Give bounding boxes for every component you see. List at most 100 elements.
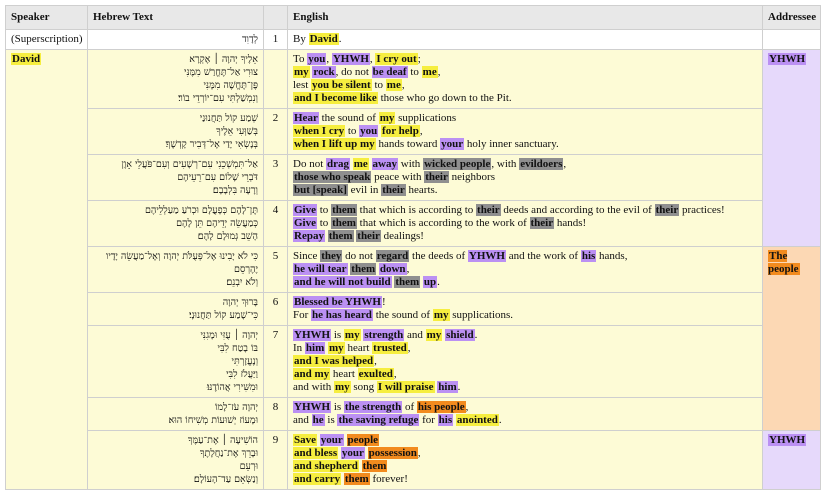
highlighted-text: and my (293, 368, 331, 380)
text: song (350, 381, 377, 393)
text: , (401, 79, 405, 91)
text: and with (293, 381, 334, 393)
highlighted-text: people (346, 434, 380, 446)
text: dealings! (380, 230, 424, 242)
english-line: and he will not build them up. (293, 276, 757, 289)
text: . (338, 33, 342, 45)
addressee-cell: YHWH (762, 49, 821, 247)
verse-number: 6 (263, 292, 288, 326)
highlighted-text: Give (293, 204, 317, 216)
english-line: Since they do not regard the deeds of YH… (293, 250, 757, 263)
text: hearts. (405, 184, 438, 196)
hebrew-cell: אַל־תִּמְשְׁכֵנִי עִם־רְשָׁעִים וְעִם־פֹ… (87, 154, 264, 201)
verse-number: 2 (263, 108, 288, 155)
highlighted-text: your (319, 434, 344, 446)
highlighted-text: regard (375, 250, 410, 262)
english-line: and I was helped, (293, 355, 757, 368)
addressee: YHWH (768, 53, 807, 65)
english-line: he will tear them down, (293, 263, 757, 276)
highlighted-text: away (371, 158, 398, 170)
highlighted-text: when I cry (293, 125, 346, 137)
highlighted-text: anointed (455, 414, 499, 426)
hebrew-line: הוֹשִׁיעָה ׀ אֶת־עַמֶּךָ (187, 435, 258, 446)
column-header: Speaker (5, 5, 88, 30)
english-line: when I cry to you for help, (293, 125, 757, 138)
text: , (369, 53, 376, 65)
text: By (293, 33, 309, 45)
highlighted-text: those who speak (293, 171, 372, 183)
speaker: (Superscription) (11, 33, 83, 45)
column-header: Hebrew Text (87, 5, 264, 30)
highlighted-text: your (340, 447, 365, 459)
highlighted-text: Blessed be YHWH (293, 296, 382, 308)
highlighted-text: YHWH (467, 250, 506, 262)
text: , (437, 66, 441, 78)
english-cell: YHWH is the strength of his people, and h… (287, 397, 763, 431)
hebrew-cell: תֶּן־לָהֶם כְּפָעֳלָם וּכְרֹעַ מַעַלְלֵי… (87, 200, 264, 247)
text: . (457, 381, 461, 393)
hebrew-line: וּמָעוֹז יְשׁוּעוֹת מְשִׁיחוֹ הוּא׃ (168, 415, 258, 426)
hebrew-line: וּרְעֵם (239, 461, 258, 472)
text: holy inner sanctuary. (464, 138, 559, 150)
addressee: The people (768, 250, 800, 275)
hebrew-line: וּבָרֵךְ אֶת־נַחֲלָתֶךָ (199, 448, 258, 459)
text: is (331, 329, 344, 341)
text: and (293, 414, 312, 426)
english-cell: Save your people and bless your possessio… (287, 430, 763, 490)
text: to (407, 66, 422, 78)
english-line: YHWH is the strength of his people, (293, 401, 757, 414)
verse-number: 7 (263, 325, 288, 398)
highlighted-text: rock (312, 66, 336, 78)
hebrew-line: וְלֹא יִבְנֵם׃ (226, 277, 258, 288)
text: , (465, 401, 469, 413)
english-line: and he is the saving refuge for his anoi… (293, 414, 757, 427)
highlighted-text: him (304, 342, 326, 354)
table-row: (Superscription) לְדָוִד 1 By David. (5, 29, 821, 50)
text: For (293, 309, 312, 321)
english-line: Do not drag me away with wicked people, … (293, 158, 757, 171)
english-line: Repay them their dealings! (293, 230, 757, 243)
highlighted-text: them (327, 230, 354, 242)
psalm-table: Speaker Hebrew Text English Addressee (Supe… (5, 5, 821, 490)
highlighted-text: he (311, 414, 325, 426)
highlighted-text: exulted (357, 368, 394, 380)
highlighted-text: their (381, 184, 406, 196)
english-line: To you, YHWH, I cry out; (293, 53, 757, 66)
hebrew-line: אַל־תִּמְשְׁכֵנִי עִם־רְשָׁעִים וְעִם־פֹ… (121, 159, 258, 170)
text: to (345, 125, 360, 137)
highlighted-text: their (529, 217, 555, 229)
highlighted-text: you (359, 125, 379, 137)
hebrew-cell: לְדָוִד (87, 29, 264, 50)
text: is (324, 414, 338, 426)
text: heart (330, 368, 358, 380)
english-cell: Give to them that which is according to … (287, 200, 763, 247)
highlighted-text: you be silent (311, 79, 372, 91)
text: the sound of (318, 112, 379, 124)
english-line: Save your people (293, 434, 757, 447)
table-body: (Superscription) לְדָוִד 1 By David. David אֵ… (5, 29, 821, 490)
highlighted-text: them (361, 460, 388, 472)
highlighted-text: be deaf (371, 66, 408, 78)
text: Do not (293, 158, 326, 170)
text: and (404, 329, 426, 341)
text: Since (293, 250, 321, 262)
text: ; (417, 53, 421, 65)
hebrew-line: בְּנָשְׂאִי יָדַי אֶל־דְּבִיר קָדְשֶׁךָ׃ (165, 139, 258, 150)
highlighted-text: and he will not build (293, 276, 392, 288)
highlighted-text: the saving refuge (337, 414, 420, 426)
highlighted-text: trusted (372, 342, 408, 354)
highlighted-text: you (307, 53, 327, 65)
hebrew-line: בָּרוּךְ יְהוָה (222, 297, 258, 308)
text: , with (491, 158, 520, 170)
highlighted-text: and shepherd (293, 460, 359, 472)
highlighted-text: my (343, 329, 361, 341)
english-line: Blessed be YHWH! (293, 296, 757, 309)
highlighted-text: him (437, 381, 458, 393)
english-line: and shepherd them (293, 460, 757, 473)
english-line: but [speak] evil in their hearts. (293, 184, 757, 197)
hebrew-line: וְנִמְשַׁלְתִּי עִם־יוֹרְדֵי בוֹר׃ (178, 93, 258, 104)
english-cell: By David. (287, 29, 763, 50)
english-line: lest you be silent to me, (293, 79, 757, 92)
highlighted-text: me (352, 158, 369, 170)
hebrew-line: צוּרִי אַל־תֶּחֱרַשׁ מִמֶּנִּי (183, 67, 258, 78)
